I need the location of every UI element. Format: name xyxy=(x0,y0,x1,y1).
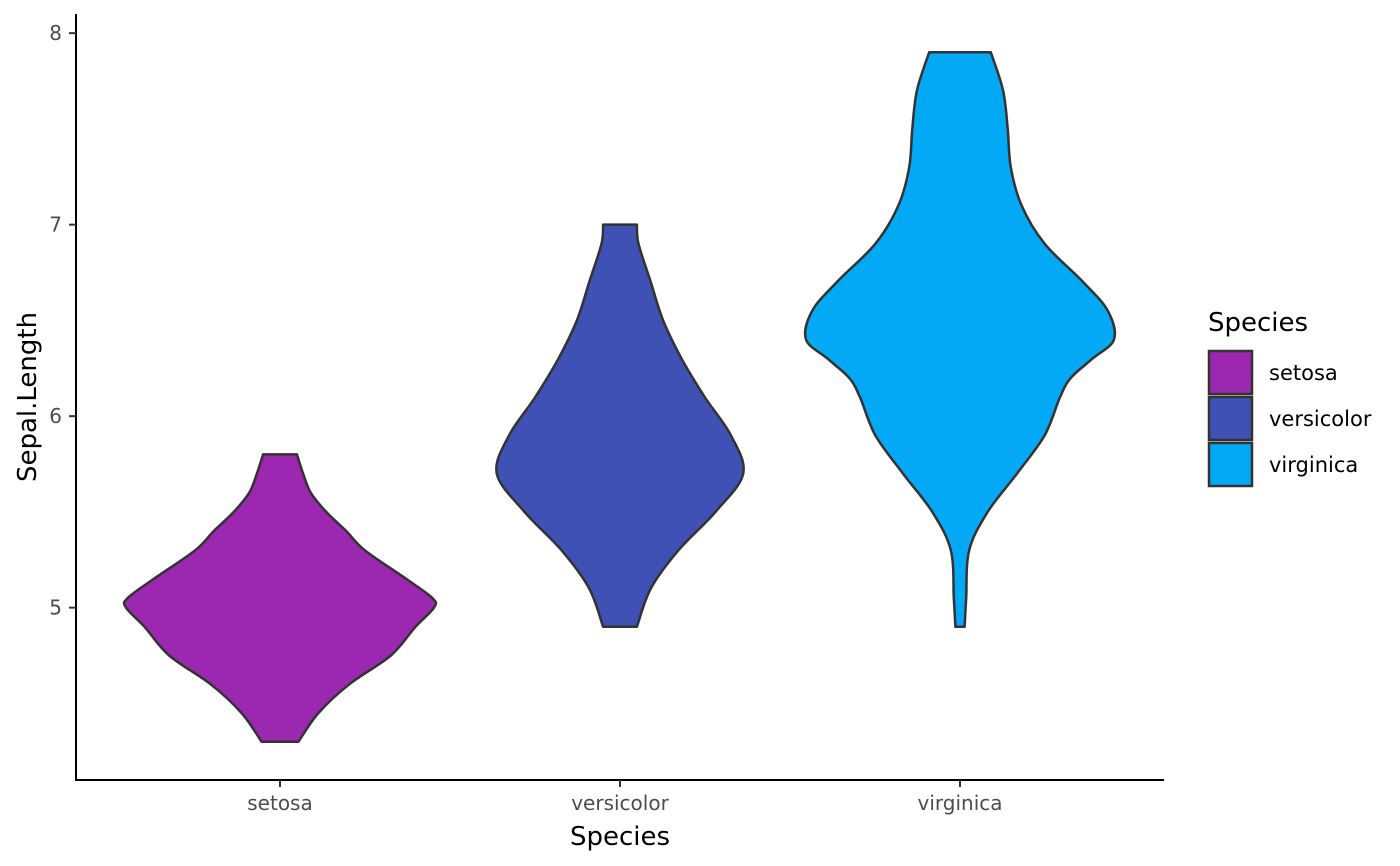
legend-key-virginica xyxy=(1207,441,1254,488)
violin-virginica xyxy=(803,51,1117,629)
legend-label-virginica: virginica xyxy=(1269,453,1358,477)
x-tick-label: virginica xyxy=(918,791,1003,815)
violin-setosa xyxy=(122,453,438,743)
legend: Species setosa versicolor virginica xyxy=(1207,308,1372,488)
x-tick-label: setosa xyxy=(247,791,312,815)
y-tick-label: 7 xyxy=(49,213,62,237)
legend-key-versicolor xyxy=(1207,395,1254,442)
x-axis-title: Species xyxy=(570,822,670,852)
legend-key-setosa xyxy=(1207,349,1254,396)
y-tick-label: 5 xyxy=(49,596,62,620)
y-axis-ticks: 5 6 7 8 xyxy=(49,21,76,620)
legend-label-setosa: setosa xyxy=(1269,361,1338,385)
y-tick-label: 8 xyxy=(49,21,62,45)
violins-layer xyxy=(122,51,1117,743)
legend-label-versicolor: versicolor xyxy=(1269,407,1372,431)
x-tick-label: versicolor xyxy=(571,791,669,815)
y-tick-label: 6 xyxy=(49,404,62,428)
legend-title: Species xyxy=(1208,308,1308,338)
x-axis-ticks: setosa versicolor virginica xyxy=(247,780,1003,815)
y-axis-title: Sepal.Length xyxy=(13,312,43,482)
violin-versicolor xyxy=(495,223,745,629)
